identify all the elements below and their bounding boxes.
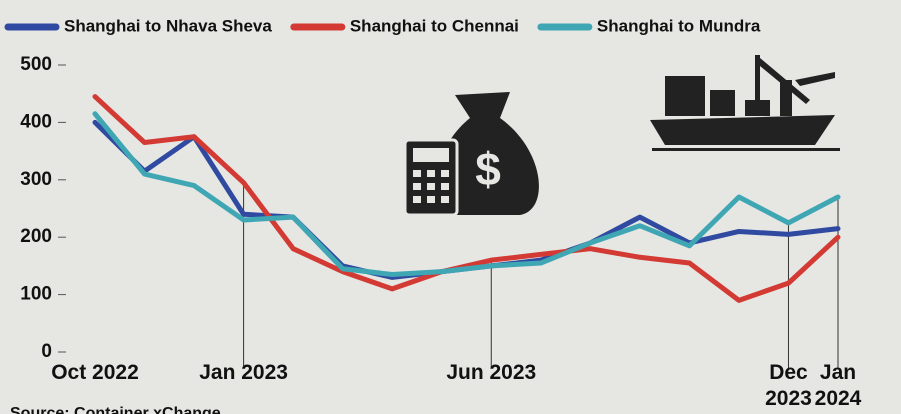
series-line: [92, 94, 841, 303]
y-tick-label: 300: [20, 169, 52, 190]
y-tick-label: 100: [20, 284, 52, 305]
y-tick-label: 0: [41, 341, 52, 362]
y-tick-label: 400: [20, 111, 52, 132]
x-tick-label: Oct 2022: [51, 361, 139, 384]
legend-label: Shanghai to Chennai: [350, 16, 519, 35]
x-tick-label: Jan 2023: [199, 361, 288, 384]
svg-text:$: $: [475, 143, 501, 195]
y-tick-label: 200: [20, 226, 52, 247]
legend-label: Shanghai to Nhava Sheva: [64, 16, 272, 35]
source: Source: Container xChange: [10, 405, 221, 414]
series-line: [92, 111, 841, 278]
x-tick-label: Jan 2024: [814, 361, 862, 410]
legend-label: Shanghai to Mundra: [597, 16, 761, 35]
ship-icon: [650, 55, 840, 151]
x-tick-label: Dec 2023: [765, 361, 812, 410]
money-icon: $: [403, 92, 539, 217]
x-tick-label: Jun 2023: [446, 361, 537, 384]
y-tick-label: 500: [20, 54, 52, 75]
